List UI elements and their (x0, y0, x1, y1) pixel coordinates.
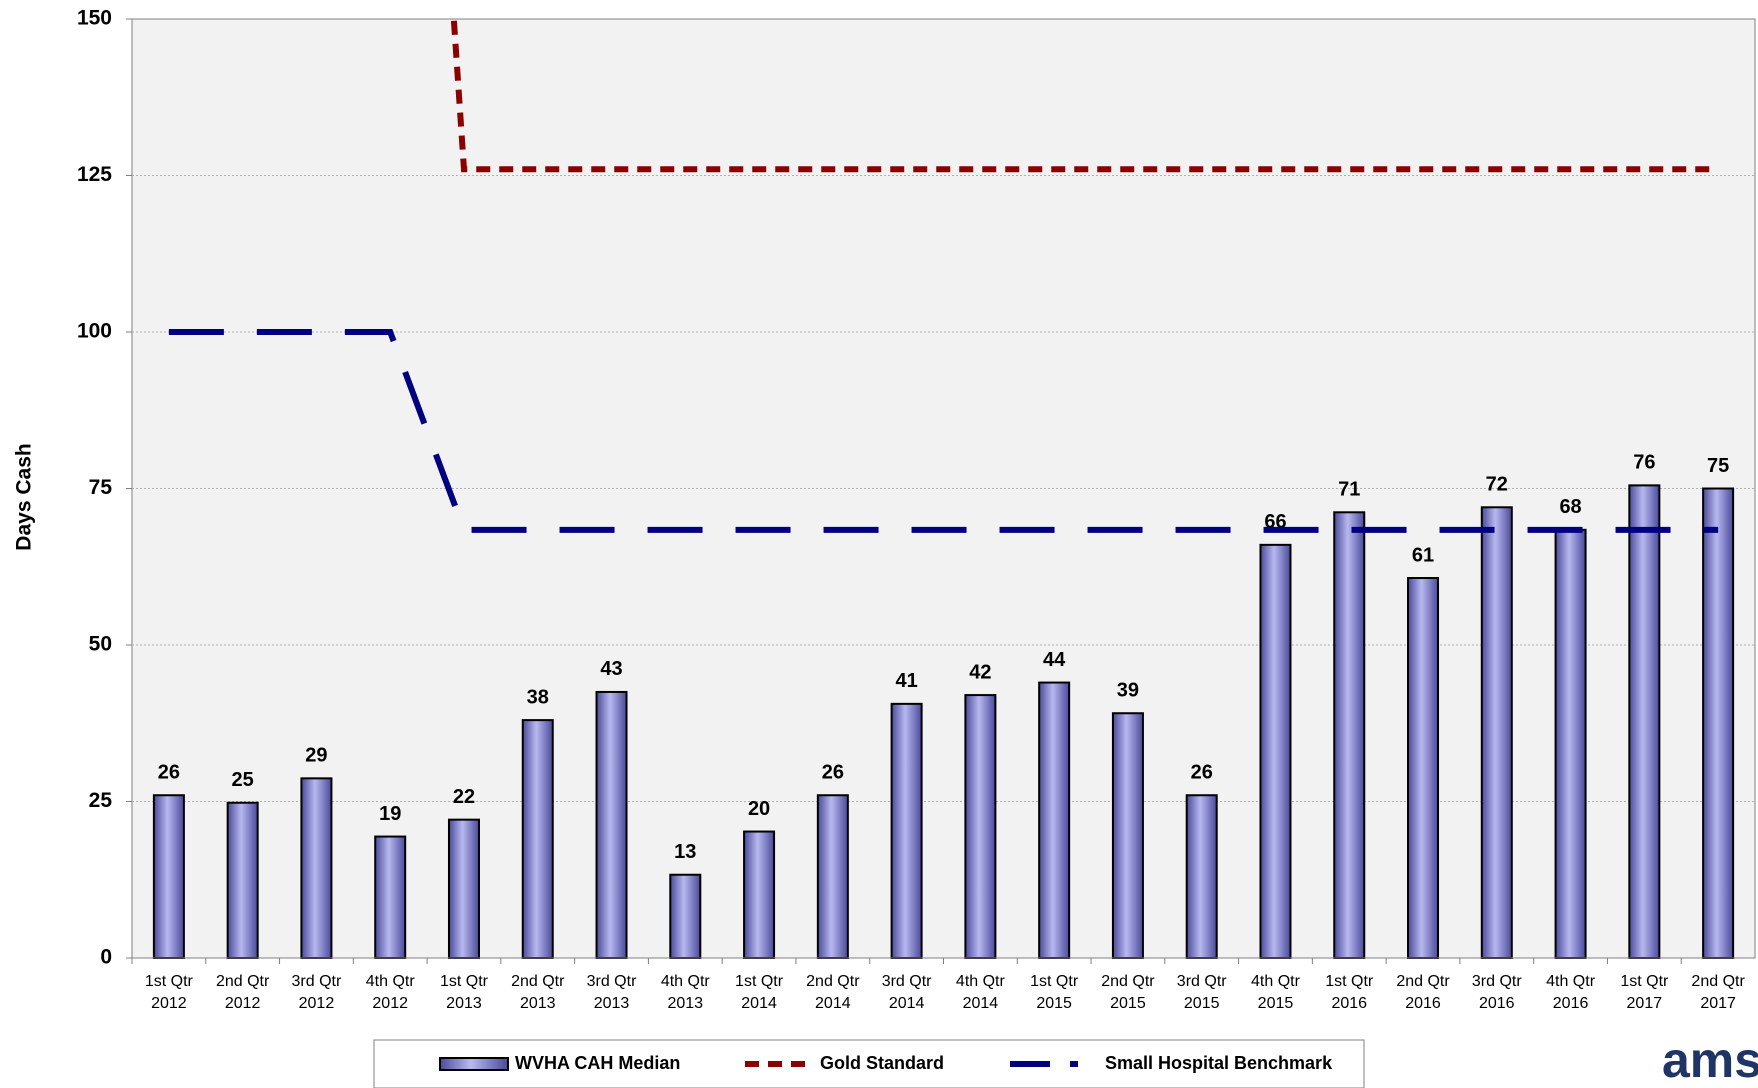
legend-swatch (439, 1057, 509, 1071)
bar (521, 719, 554, 959)
y-axis-label: Days Cash (13, 443, 36, 550)
x-tick-label: 1st Qtr 2014 (735, 973, 784, 1012)
value-label: 26 (1191, 762, 1213, 784)
x-tick-label: 1st Qtr 2012 (145, 973, 194, 1012)
x-tick-label: 2nd Qtr 2017 (1691, 973, 1745, 1012)
y-tick-label: 125 (77, 163, 112, 186)
y-tick-label: 100 (77, 320, 112, 343)
bar (816, 794, 849, 959)
x-tick-label: 4th Qtr 2015 (1251, 973, 1301, 1012)
value-label: 13 (674, 841, 696, 863)
value-label: 26 (158, 762, 180, 784)
value-label: 38 (527, 686, 549, 708)
value-label: 25 (232, 769, 254, 791)
bar (1480, 506, 1513, 959)
x-tick-label: 4th Qtr 2012 (366, 973, 416, 1012)
bar (226, 801, 259, 960)
x-tick-label: 4th Qtr 2014 (956, 973, 1006, 1012)
bar (964, 694, 997, 960)
y-tick-label: 25 (89, 789, 113, 812)
value-label: 29 (305, 745, 327, 767)
bar (1185, 794, 1218, 959)
x-tick-label: 4th Qtr 2013 (661, 973, 711, 1012)
y-tick-label: 0 (100, 946, 112, 969)
x-tick-label: 1st Qtr 2016 (1325, 973, 1374, 1012)
y-tick-label: 50 (89, 633, 112, 656)
bar (374, 835, 407, 960)
bar (669, 873, 702, 960)
legend-label: WVHA CAH Median (515, 1053, 680, 1073)
x-tick-label: 2nd Qtr 2012 (216, 973, 270, 1012)
y-tick-label: 75 (89, 476, 113, 499)
bar (1554, 528, 1587, 959)
value-label: 22 (453, 786, 475, 808)
bar (300, 777, 333, 960)
value-label: 43 (600, 658, 622, 680)
legend-label: Gold Standard (820, 1053, 944, 1073)
bar (1628, 484, 1661, 959)
legend (373, 1039, 1365, 1088)
value-label: 39 (1117, 680, 1139, 702)
logo: ams (1662, 1032, 1758, 1088)
x-tick-label: 1st Qtr 2017 (1620, 973, 1669, 1012)
value-label: 26 (822, 762, 844, 784)
value-label: 72 (1486, 474, 1508, 496)
value-label: 76 (1633, 452, 1655, 474)
bar (447, 818, 480, 959)
legend-label: Small Hospital Benchmark (1105, 1053, 1333, 1073)
line (450, 19, 1719, 173)
x-tick-label: 3rd Qtr 2016 (1472, 973, 1522, 1012)
x-tick-label: 2nd Qtr 2015 (1101, 973, 1155, 1012)
value-label: 19 (379, 803, 401, 825)
x-tick-label: 4th Qtr 2016 (1546, 973, 1596, 1012)
bar (1038, 681, 1071, 959)
bar (152, 794, 185, 959)
bar (1111, 712, 1144, 960)
bar (595, 690, 628, 959)
bar (743, 830, 776, 959)
x-tick-label: 3rd Qtr 2014 (882, 973, 932, 1012)
bar (1702, 487, 1735, 959)
x-tick-label: 1st Qtr 2013 (440, 973, 489, 1012)
x-tick-label: 3rd Qtr 2015 (1177, 973, 1227, 1012)
value-label: 71 (1338, 479, 1360, 501)
bar (890, 702, 923, 959)
value-label: 44 (1043, 649, 1066, 671)
x-tick-label: 2nd Qtr 2014 (806, 973, 860, 1012)
value-label: 42 (969, 661, 991, 683)
y-tick-label: 150 (77, 7, 112, 30)
value-label: 61 (1412, 544, 1434, 566)
value-label: 68 (1559, 496, 1581, 518)
x-tick-label: 2nd Qtr 2013 (511, 973, 565, 1012)
value-label: 41 (895, 670, 917, 692)
line (168, 329, 1719, 533)
x-tick-label: 3rd Qtr 2013 (587, 973, 637, 1012)
bar (1407, 577, 1440, 959)
bar (1333, 511, 1366, 960)
x-tick-label: 1st Qtr 2015 (1030, 973, 1079, 1012)
value-label: 75 (1707, 455, 1729, 477)
value-label: 20 (748, 798, 770, 820)
x-tick-label: 2nd Qtr 2016 (1396, 973, 1450, 1012)
bar (1259, 543, 1292, 960)
x-tick-label: 3rd Qtr 2012 (292, 973, 342, 1012)
